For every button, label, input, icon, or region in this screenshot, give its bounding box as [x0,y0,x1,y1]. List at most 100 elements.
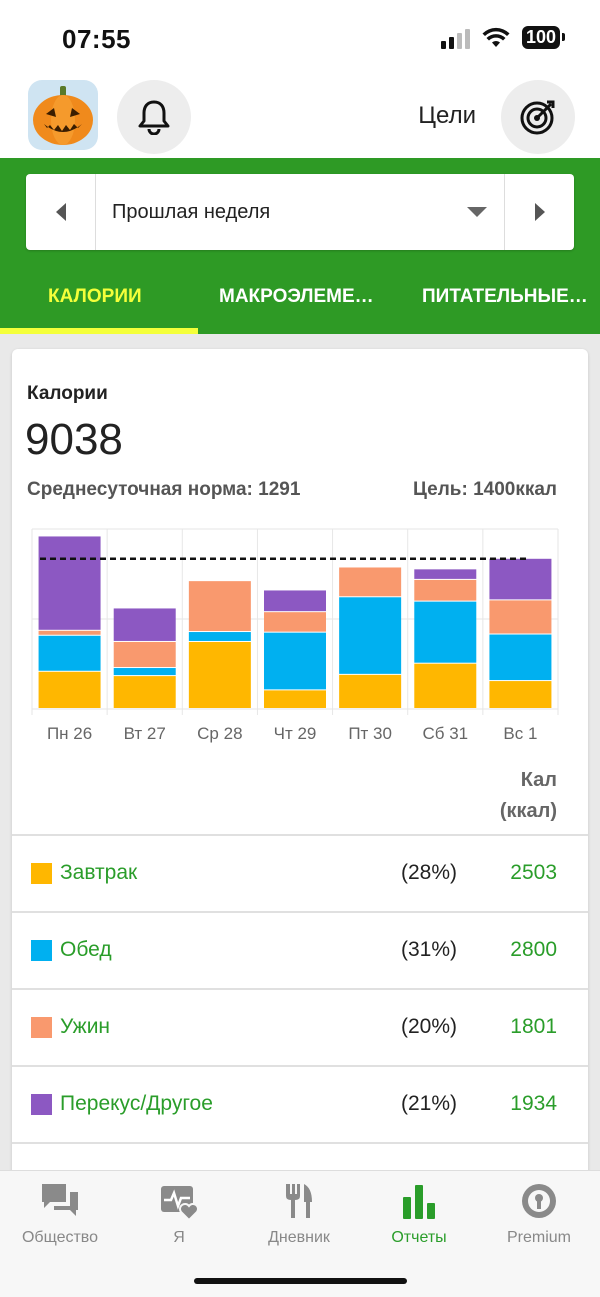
next-period-button[interactable] [504,174,574,250]
tab-nutrients[interactable]: ПИТАТЕЛЬНЫЕ… [398,276,600,334]
period-dropdown[interactable]: Прошлая неделя [96,174,504,250]
bar-segment [113,676,176,708]
bar-segment [339,597,402,674]
health-profile-icon [119,1181,239,1221]
status-time: 07:55 [62,24,131,54]
tab-label: МАКРОЭЛЕМЕ… [219,286,374,307]
meal-percent: (31%) [400,938,457,961]
bar-segment [38,536,101,630]
unit-label: Кал [520,769,557,791]
nav-me[interactable]: Я [119,1181,239,1247]
x-tick-label: Пн 26 [47,724,92,743]
meal-calories: 2503 [510,861,557,884]
nav-reports[interactable]: Отчеты [359,1181,479,1247]
report-tabs: КАЛОРИИ МАКРОЭЛЕМЕ… ПИТАТЕЛЬНЫЕ… [0,276,600,334]
calories-total: 9038 [25,415,123,464]
signal-icon [440,27,470,49]
nav-label: Отчеты [391,1229,447,1246]
x-tick-label: Вс 1 [503,724,537,743]
bar-segment [188,581,251,632]
calories-chart: Пн 26 Вт 27 Ср 28 Чт 29 Пт 30 Сб 31 Вс 1 [31,528,559,743]
meal-row-lunch[interactable]: Обед (31%) 2800 [12,911,588,988]
daily-average: Среднесуточная норма: 1291 [27,479,301,500]
meal-name: Завтрак [60,861,138,884]
nav-premium[interactable]: Premium [479,1181,599,1247]
unit-sublabel: (ккал) [499,800,557,822]
period-selector: Прошлая неделя [26,174,574,250]
meal-row-dinner[interactable]: Ужин (20%) 1801 [12,988,588,1065]
calorie-goal: Цель: 1400ккал [413,479,557,500]
bell-icon [138,100,170,135]
bar-segment [264,632,326,690]
bar-segment [414,601,477,663]
meal-name: Перекус/Другое [60,1092,213,1115]
active-tab-indicator [0,328,198,334]
fork-knife-icon [239,1181,359,1221]
pumpkin-avatar-icon [33,86,93,145]
meal-percent: (20%) [400,1015,457,1038]
tab-label: КАЛОРИИ [48,286,142,307]
wifi-icon [482,27,510,47]
meal-percent: (21%) [400,1092,457,1115]
x-tick-label: Пт 30 [348,724,392,743]
x-tick-label: Ср 28 [197,724,242,743]
x-tick-label: Вт 27 [124,724,166,743]
status-bar: 07:55 100 [0,0,600,78]
nav-diary[interactable]: Дневник [239,1181,359,1247]
previous-period-button[interactable] [26,174,96,250]
meal-name: Ужин [60,1015,111,1038]
bar-segment [264,612,326,632]
app-header: Цели [0,78,600,158]
nav-label: Общество [21,1229,99,1246]
meal-row-breakfast[interactable]: Завтрак (28%) 2503 [12,834,588,911]
nav-community[interactable]: Общество [0,1181,120,1247]
bar-segment [264,690,326,708]
meal-percent: (28%) [400,861,457,884]
report-header: Прошлая неделя КАЛОРИИ МАКРОЭЛЕМЕ… ПИТАТ… [0,158,600,334]
tab-macros[interactable]: МАКРОЭЛЕМЕ… [198,276,398,334]
target-icon [520,100,555,135]
bar-segment [188,641,251,708]
bar-segment [113,668,176,676]
goals-button[interactable] [501,80,575,154]
bar-segment [264,590,326,612]
period-label: Прошлая неделя [112,200,271,223]
bar-segment [38,671,101,708]
nav-label: Дневник [268,1229,330,1246]
bar-chart-icon [359,1181,479,1221]
meal-list-divider [12,1142,588,1179]
tab-label: ПИТАТЕЛЬНЫЕ… [422,286,588,307]
bar-segment [489,681,552,708]
tab-calories[interactable]: КАЛОРИИ [0,276,198,334]
unit-header: Кал (ккал) [500,765,557,827]
bar-segment [38,635,101,671]
chevron-left-icon [55,203,66,221]
x-tick-label: Сб 31 [422,724,468,743]
x-tick-label: Чт 29 [274,724,317,743]
calories-card: Калории 9038 Среднесуточная норма: 1291 … [12,349,588,1179]
bottom-nav: Общество Я Дневник Отчеты [0,1170,600,1297]
bar-segment [414,579,477,601]
nav-label: Я [173,1229,185,1246]
bar-segment [489,558,552,600]
chevron-right-icon [534,203,545,221]
meal-calories: 1801 [510,1015,557,1038]
status-icons: 100 [440,26,566,49]
dinner-color-swatch [31,1017,52,1038]
breakfast-color-swatch [31,863,52,884]
battery-indicator: 100 [521,26,566,49]
bar-segment [414,663,477,708]
goals-label[interactable]: Цели [418,102,476,129]
lunch-color-swatch [31,940,52,961]
chat-icon [0,1181,120,1221]
bar-segment [414,569,477,579]
bar-segment [489,634,552,681]
bar-segment [339,567,402,597]
meal-calories: 1934 [510,1092,557,1115]
notifications-button[interactable] [117,80,191,154]
snack-color-swatch [31,1094,52,1115]
avatar[interactable] [28,80,98,150]
meal-row-snack[interactable]: Перекус/Другое (21%) 1934 [12,1065,588,1142]
meal-name: Обед [60,938,112,961]
nav-label: Premium [506,1229,571,1246]
